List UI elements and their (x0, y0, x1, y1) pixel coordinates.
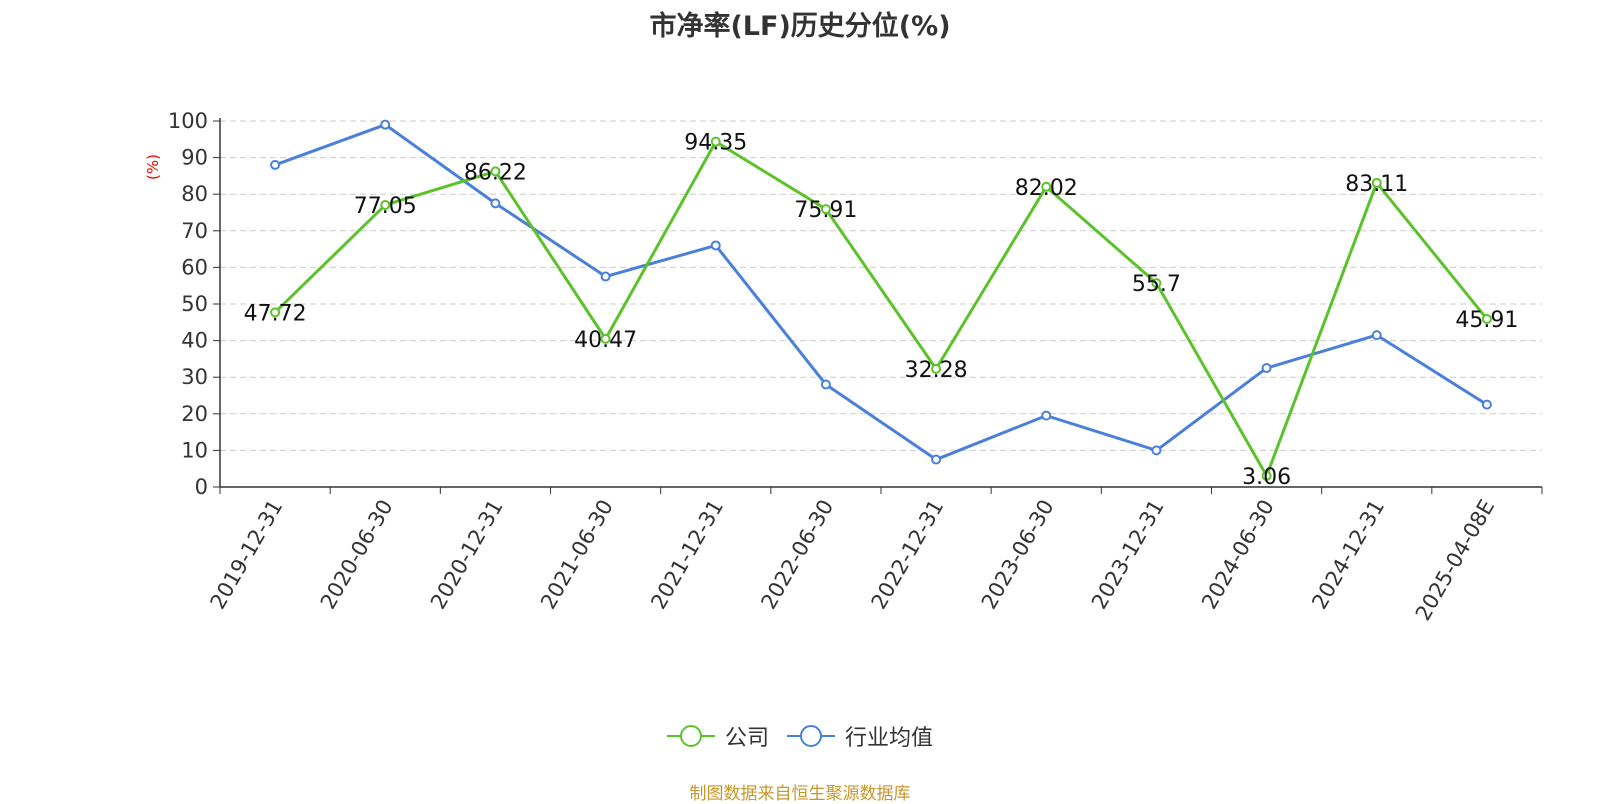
y-tick-label: 100 (168, 109, 208, 133)
data-point (600, 333, 611, 344)
data-label: 32.28 (905, 358, 968, 383)
legend-label-industry-average: 行业均值 (845, 726, 934, 751)
data-point (710, 240, 721, 251)
data-source-note: 制图数据来自恒生聚源数据库 (689, 784, 911, 804)
legend-line-marker-icon (787, 725, 835, 747)
data-label: 45.91 (1455, 308, 1518, 333)
data-label: 77.05 (354, 194, 417, 219)
legend-item-industry-average[interactable]: 行业均值 (787, 720, 933, 752)
data-point (1371, 330, 1382, 341)
chart-title: 市净率(LF)历史分位(%) (649, 11, 951, 42)
data-label: 82.02 (1015, 176, 1078, 201)
data-point (710, 136, 721, 147)
legend-line-marker-icon (666, 725, 715, 747)
y-tick-label: 0 (195, 475, 208, 499)
data-point (270, 307, 281, 318)
legend-label-company: 公司 (724, 726, 769, 751)
x-tick-label: 2024-12-31 (1307, 496, 1389, 614)
x-tick-label: 2023-12-31 (1087, 496, 1169, 614)
data-label: 40.47 (574, 328, 637, 353)
y-tick-label: 10 (181, 438, 208, 462)
x-tick-label: 2025-04-08E (1411, 496, 1499, 625)
data-point (490, 166, 501, 177)
y-tick-label: 70 (181, 219, 208, 243)
data-label: 3.06 (1242, 465, 1291, 490)
data-point (820, 379, 831, 390)
data-point (1261, 470, 1272, 481)
data-point (1261, 363, 1272, 374)
x-tick-label: 2020-12-31 (426, 495, 508, 613)
x-tick-label: 2023-06-30 (977, 496, 1059, 614)
data-point (490, 198, 501, 209)
y-tick-label: 40 (181, 329, 208, 353)
data-point (1151, 278, 1162, 289)
data-label: 86.22 (464, 160, 527, 185)
data-label: 75.91 (794, 198, 857, 223)
data-point (1151, 445, 1162, 456)
data-label: 55.7 (1132, 272, 1181, 297)
x-tick-label: 2020-06-30 (316, 496, 398, 614)
y-tick-label: 90 (181, 146, 208, 170)
data-point (1481, 313, 1492, 324)
y-tick-label: 30 (181, 365, 208, 389)
x-tick-label: 2021-12-31 (646, 496, 728, 614)
x-tick-label: 2019-12-31 (206, 496, 288, 614)
series-line-1 (274, 123, 1488, 462)
data-label: 47.72 (244, 301, 307, 326)
legend-item-company[interactable]: 公司 (666, 720, 769, 752)
x-tick-label: 2024-06-30 (1197, 496, 1279, 614)
y-tick-label: 20 (181, 402, 208, 426)
data-label: 94.35 (684, 131, 747, 156)
data-point (1041, 181, 1052, 192)
data-point (1481, 399, 1492, 410)
data-point (931, 363, 942, 374)
data-point (380, 199, 391, 210)
y-tick-label: 80 (181, 182, 208, 206)
data-point (1371, 177, 1382, 188)
data-point (1041, 410, 1052, 421)
data-point (600, 271, 611, 282)
x-tick-label: 2022-12-31 (867, 495, 949, 613)
data-point (380, 119, 391, 130)
series-line-0 (274, 140, 1489, 478)
data-point (931, 454, 942, 465)
y-tick-label: 60 (181, 255, 208, 279)
y-tick-label: 50 (181, 292, 208, 316)
data-point (270, 159, 281, 170)
x-tick-label: 2021-06-30 (536, 496, 618, 614)
chart-legend: 公司 行业均值 (0, 720, 1600, 752)
data-label: 83.11 (1345, 172, 1408, 197)
data-point (820, 204, 831, 215)
x-tick-label: 2022-06-30 (756, 496, 838, 614)
